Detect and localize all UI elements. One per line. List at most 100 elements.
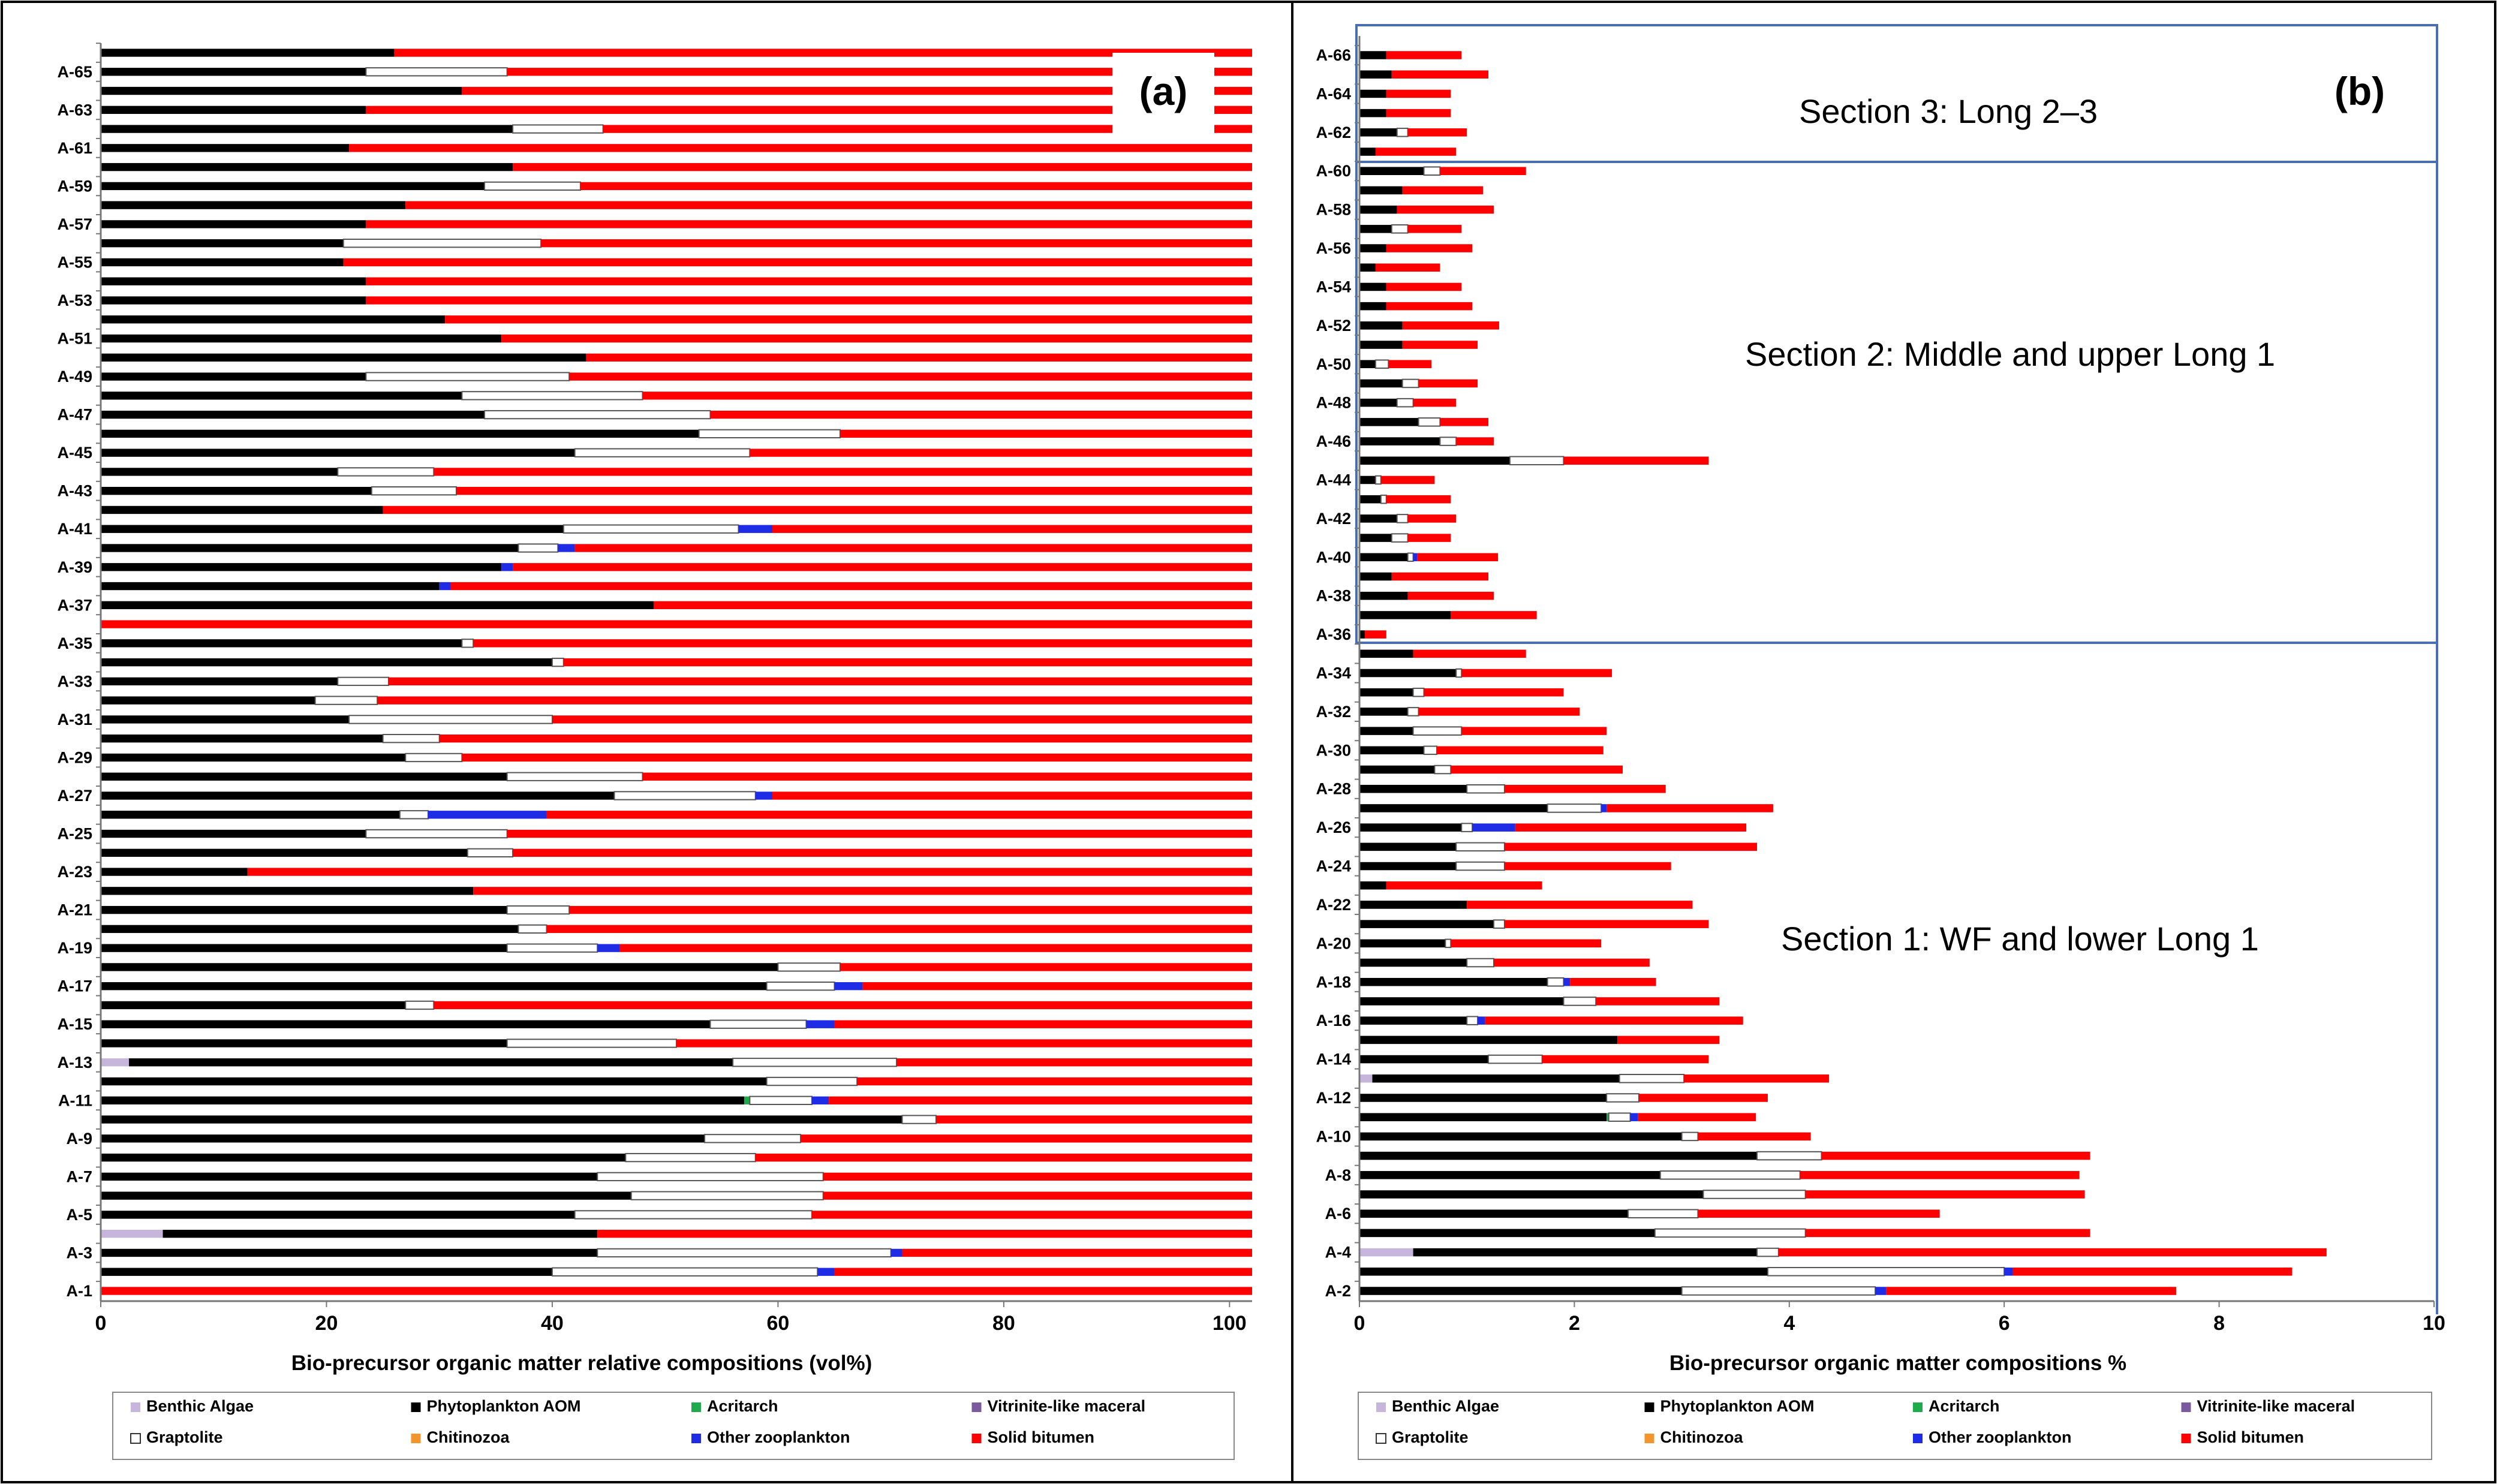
y-tick-label: A-54 [1316, 278, 1351, 296]
bar-a-59-phytoplankton-aom [101, 182, 485, 191]
legend-label-zoo: Other zooplankton [707, 1428, 850, 1446]
bar-a-25-graptolite [365, 829, 508, 839]
bar-a-54-solid-bitumen [366, 277, 1252, 285]
bar-a-12-graptolite [1606, 1093, 1639, 1103]
y-tick-label: A-14 [1316, 1050, 1351, 1068]
y-tick-label: A-49 [57, 368, 92, 386]
bar-a-46-graptolite [1439, 437, 1457, 446]
bar-a-5-solid-bitumen [811, 1211, 1252, 1219]
y-tick-label: A-47 [57, 406, 92, 424]
bar-a-2-phytoplankton-aom [101, 1268, 552, 1276]
bar-a-38-phytoplankton-aom [1359, 591, 1408, 600]
bar-a-50-phytoplankton-aom [101, 353, 586, 362]
bar-a-1-solid-bitumen [101, 1287, 1252, 1295]
bar-a-27-solid-bitumen [1606, 804, 1773, 812]
bar-a-11-graptolite [1608, 1112, 1631, 1122]
bar-a-29-solid-bitumen [462, 753, 1252, 762]
bar-a-9-phytoplankton-aom [101, 1134, 705, 1143]
legend-swatch-acritarch [691, 1402, 701, 1412]
legend-swatch-benthic [131, 1402, 140, 1412]
bar-a-26-phytoplankton-aom [1359, 823, 1462, 832]
bar-a-13-benthic-algae [1359, 1074, 1373, 1083]
bar-a-28-solid-bitumen [642, 772, 1252, 781]
legend-label-zoo: Other zooplankton [1929, 1428, 2072, 1446]
bar-a-57-solid-bitumen [1407, 225, 1462, 233]
legend-box [1358, 1392, 2432, 1460]
bar-a-22-phytoplankton-aom [1359, 901, 1467, 909]
bar-a-36-solid-bitumen [1364, 630, 1386, 639]
y-tick-label: A-44 [1316, 471, 1351, 489]
bar-a-15-solid-bitumen [1617, 1036, 1720, 1044]
bar-a-9-phytoplankton-aom [1359, 1151, 1758, 1160]
bar-a-51-solid-bitumen [1402, 341, 1478, 349]
bar-a-40-solid-bitumen [1417, 553, 1499, 562]
bar-a-53-solid-bitumen [1386, 302, 1473, 311]
legend-swatch-phyto [1644, 1402, 1654, 1412]
bar-a-64-phytoplankton-aom [101, 86, 462, 95]
x-tick-label: 60 [766, 1312, 789, 1335]
y-tick-label: A-13 [57, 1053, 92, 1071]
bar-a-10-solid-bitumen [935, 1115, 1252, 1124]
bar-a-30-phytoplankton-aom [101, 735, 383, 743]
legend-label-benthic: Benthic Algae [146, 1397, 254, 1415]
y-tick-label: A-57 [57, 215, 92, 233]
y-tick-label: A-34 [1316, 664, 1351, 682]
x-tick-label: 100 [1213, 1312, 1247, 1335]
bar-a-17-phytoplankton-aom [101, 982, 767, 991]
bar-a-42-phytoplankton-aom [1359, 514, 1397, 523]
bar-a-16-phytoplankton-aom [101, 1001, 406, 1010]
y-tick-label: A-25 [57, 825, 92, 843]
bar-a-18-phytoplankton-aom [101, 963, 778, 971]
section-3-label: Section 3: Long 2–3 [1799, 92, 2098, 130]
legend-swatch-bitumen [2181, 1434, 2191, 1443]
bar-a-64-solid-bitumen [462, 86, 1252, 95]
bar-a-19-solid-bitumen [1494, 958, 1650, 967]
bar-a-47-graptolite [484, 410, 711, 420]
bar-a-4-graptolite [1756, 1247, 1779, 1257]
bar-a-45-phytoplankton-aom [1359, 456, 1510, 465]
bar-a-41-phytoplankton-aom [1359, 534, 1392, 542]
bar-a-12-phytoplankton-aom [1359, 1094, 1607, 1102]
legend-label-chitinozoa: Chitinozoa [1660, 1428, 1744, 1446]
bar-a-45-solid-bitumen [1563, 456, 1709, 465]
bar-a-21-phytoplankton-aom [101, 905, 507, 914]
y-tick-label: A-31 [57, 711, 92, 729]
bar-a-27-graptolite [613, 791, 756, 800]
bar-a-51-phytoplankton-aom [1359, 341, 1403, 349]
x-tick-label: 40 [541, 1312, 564, 1335]
bar-a-23-phytoplankton-aom [1359, 881, 1386, 890]
bar-a-48-solid-bitumen [1413, 398, 1457, 407]
bar-a-21-solid-bitumen [569, 905, 1253, 914]
bar-a-11-acritarch [1606, 1113, 1609, 1121]
bar-a-6-phytoplankton-aom [101, 1191, 631, 1200]
y-tick-label: A-38 [1316, 587, 1351, 605]
bar-a-39-solid-bitumen [513, 563, 1252, 571]
bar-a-53-solid-bitumen [366, 296, 1252, 305]
bar-a-38-other-zooplankton [439, 582, 451, 591]
panel-a-label-box [1112, 53, 1214, 137]
bar-a-38-solid-bitumen [450, 582, 1252, 591]
bar-a-41-solid-bitumen [772, 525, 1252, 533]
bar-a-11-solid-bitumen [1638, 1113, 1756, 1121]
bar-a-21-graptolite [1493, 919, 1505, 929]
bar-a-37-solid-bitumen [654, 601, 1252, 609]
bar-a-57-phytoplankton-aom [1359, 225, 1392, 233]
bar-a-14-graptolite [1488, 1054, 1543, 1064]
bar-a-43-phytoplankton-aom [1359, 495, 1381, 504]
bar-a-33-phytoplankton-aom [1359, 688, 1413, 697]
bar-a-43-solid-bitumen [1386, 495, 1451, 504]
bar-a-17-other-zooplankton [834, 982, 863, 991]
bar-a-17-phytoplankton-aom [1359, 997, 1564, 1006]
y-tick-label: A-51 [57, 330, 92, 348]
bar-a-32-solid-bitumen [377, 696, 1253, 705]
bar-a-8-phytoplankton-aom [1359, 1171, 1660, 1179]
bar-a-39-phytoplankton-aom [1359, 572, 1392, 581]
y-tick-label: A-48 [1316, 394, 1351, 412]
legend-label-phyto: Phytoplankton AOM [427, 1397, 581, 1415]
bar-a-45-graptolite [1509, 456, 1565, 466]
bar-a-7-solid-bitumen [823, 1172, 1252, 1181]
bar-a-50-solid-bitumen [586, 353, 1253, 362]
bar-a-57-phytoplankton-aom [101, 220, 366, 228]
bar-a-15-solid-bitumen [834, 1020, 1252, 1028]
y-tick-label: A-42 [1316, 510, 1351, 528]
